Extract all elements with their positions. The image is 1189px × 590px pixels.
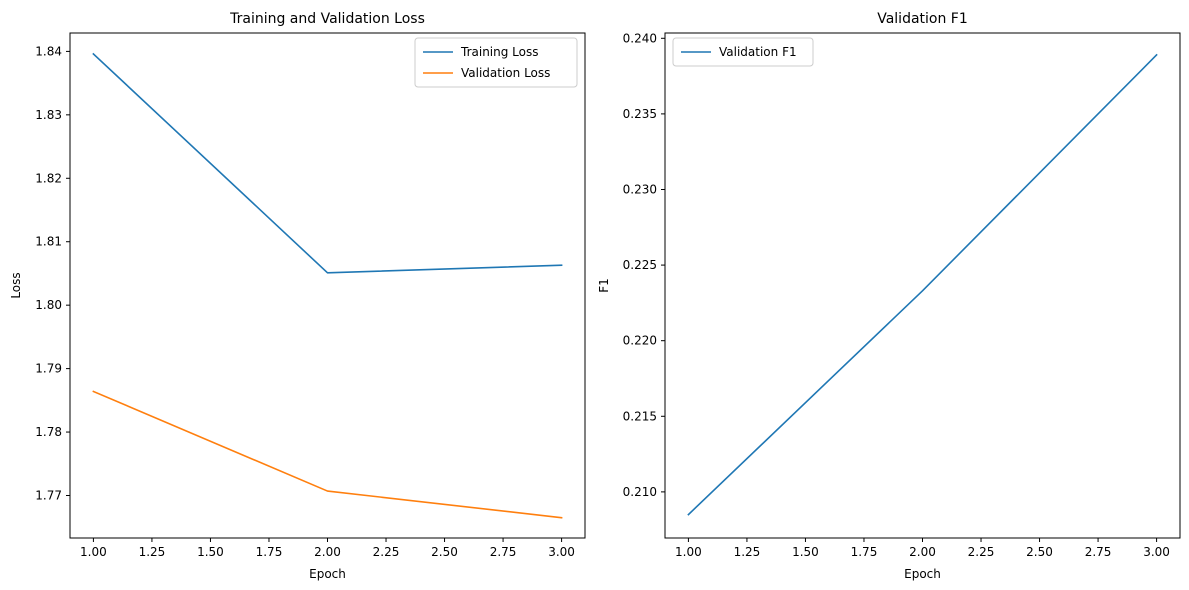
f1-chart-x-tick-label: 3.00 (1143, 545, 1170, 559)
f1-chart-y-tick-label: 0.230 (623, 182, 657, 196)
loss-chart-panel: 1.00 1.25 1.50 1.75 2.00 2.25 2.50 2.75 3.00 1.77… (9, 11, 586, 581)
loss-chart-x-tick-label: 2.25 (373, 545, 400, 559)
loss-chart-x-tick-label: 3.00 (548, 545, 575, 559)
f1-chart-legend-label: Validation F1 (719, 45, 797, 59)
loss-chart-series-validation-loss-line (92, 390, 563, 519)
f1-chart-y-tick-label: 0.235 (623, 107, 657, 121)
loss-chart-y-axis-label: Loss (9, 272, 23, 298)
f1-chart-y-tick-label: 0.210 (623, 485, 657, 499)
f1-chart-y-tick-label: 0.240 (623, 31, 657, 45)
loss-chart-x-axis-label: Epoch (309, 567, 346, 581)
loss-chart-legend-label: Training Loss (460, 45, 538, 59)
loss-chart-y-tick-label: 1.81 (35, 235, 62, 249)
loss-chart-legend-box (414, 37, 578, 88)
loss-chart-x-tick-label: 1.75 (256, 545, 283, 559)
loss-chart-title: Training and Validation Loss (229, 11, 425, 27)
loss-chart-x-tick-label: 2.00 (314, 545, 341, 559)
f1-chart-y-tick-label: 0.220 (623, 334, 657, 348)
loss-chart-x-tick-label: 1.25 (139, 545, 166, 559)
f1-chart-x-tick-label: 2.75 (1085, 545, 1112, 559)
loss-chart-y-tick-label: 1.84 (35, 44, 62, 58)
loss-chart-y-tick-label: 1.78 (35, 425, 62, 439)
loss-chart-legend: Training Loss Validation Loss (414, 37, 578, 88)
f1-chart-panel: 1.00 1.25 1.50 1.75 2.00 2.25 2.50 2.75 3.00 0.21… (597, 11, 1181, 581)
f1-chart-x-tick-label: 2.50 (1026, 545, 1053, 559)
f1-chart-y-axis-label: F1 (597, 278, 611, 293)
f1-chart-x-tick-label: 2.00 (909, 545, 936, 559)
f1-chart-x-tick-label: 1.00 (675, 545, 702, 559)
f1-chart-y-tick-label: 0.215 (623, 409, 657, 423)
loss-chart-x-tick-label: 2.50 (431, 545, 458, 559)
f1-chart-legend-box (672, 37, 814, 67)
f1-chart-y-tick-label: 0.225 (623, 258, 657, 272)
f1-chart-x-tick-label: 1.25 (734, 545, 761, 559)
f1-chart-x-tick-label: 1.50 (792, 545, 819, 559)
f1-chart-title: Validation F1 (877, 11, 968, 27)
f1-chart-x-axis-label: Epoch (904, 567, 941, 581)
loss-chart-series-training-loss-line (92, 52, 563, 274)
f1-chart-x-tick-label: 2.25 (968, 545, 995, 559)
loss-chart-y-tick-label: 1.82 (35, 171, 62, 185)
f1-chart-legend: Validation F1 (672, 37, 814, 67)
f1-chart-x-tick-label: 1.75 (851, 545, 878, 559)
loss-chart-x-tick-label: 1.50 (197, 545, 224, 559)
loss-chart-y-tick-label: 1.83 (35, 108, 62, 122)
loss-chart-y-tick-label: 1.80 (35, 298, 62, 312)
loss-chart-y-tick-label: 1.79 (35, 362, 62, 376)
loss-chart-frame (69, 32, 586, 539)
loss-chart-x-tick-label: 2.75 (490, 545, 517, 559)
loss-chart-legend-label: Validation Loss (461, 66, 550, 80)
loss-chart-x-tick-label: 1.00 (80, 545, 107, 559)
loss-chart-y-tick-label: 1.77 (35, 488, 62, 502)
f1-chart-frame (664, 32, 1181, 539)
f1-chart-series-validation-f1-line (687, 53, 1158, 516)
